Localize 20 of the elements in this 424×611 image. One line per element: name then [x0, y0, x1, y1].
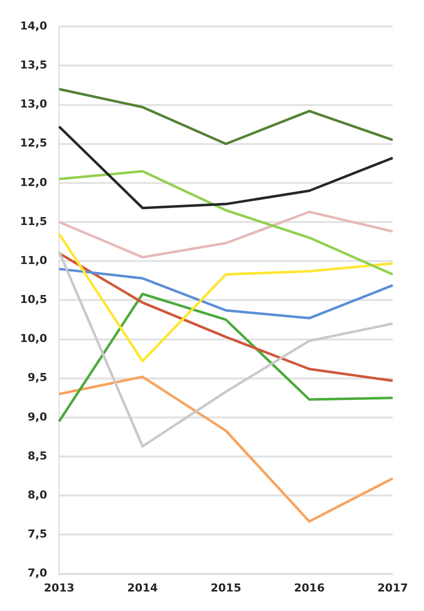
- y-tick-label: 11,5: [20, 214, 48, 228]
- y-tick-label: 12,5: [20, 136, 48, 150]
- x-tick-label: 2015: [210, 581, 242, 594]
- y-tick-label: 11,0: [20, 254, 48, 267]
- y-tick-label: 13,5: [20, 58, 48, 72]
- y-tick-label: 13,0: [20, 98, 48, 111]
- x-tick-label: 2017: [377, 581, 408, 594]
- y-tick-label: 9,5: [28, 371, 48, 384]
- x-tick-label: 2014: [127, 581, 158, 594]
- y-tick-label: 8,0: [28, 488, 48, 502]
- x-tick-label: 2016: [294, 581, 325, 594]
- y-tick-label: 14,0: [20, 19, 48, 32]
- y-tick-label: 10,5: [20, 293, 48, 306]
- x-tick-label: 2013: [44, 581, 74, 594]
- y-tick-label: 8,5: [28, 449, 48, 462]
- y-tick-label: 9,0: [28, 410, 48, 424]
- y-tick-label: 7,0: [28, 566, 48, 580]
- y-tick-label: 7,5: [28, 528, 48, 541]
- y-tick-label: 10,0: [20, 332, 48, 346]
- y-tick-label: 12,0: [20, 176, 48, 189]
